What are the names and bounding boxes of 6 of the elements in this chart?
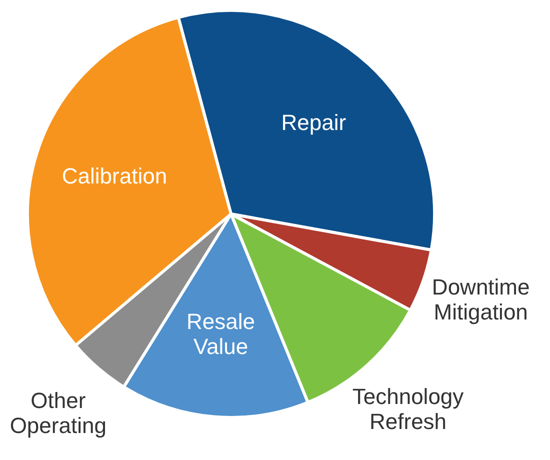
slice-label: Repair (281, 110, 346, 136)
slice-label: Other Operating (10, 388, 106, 438)
slice-label: Calibration (62, 164, 168, 189)
slice-label: Resale Value (186, 309, 256, 360)
slice-label: Downtime Mitigation (432, 274, 530, 325)
slice-label: Technology Refresh (352, 384, 464, 434)
